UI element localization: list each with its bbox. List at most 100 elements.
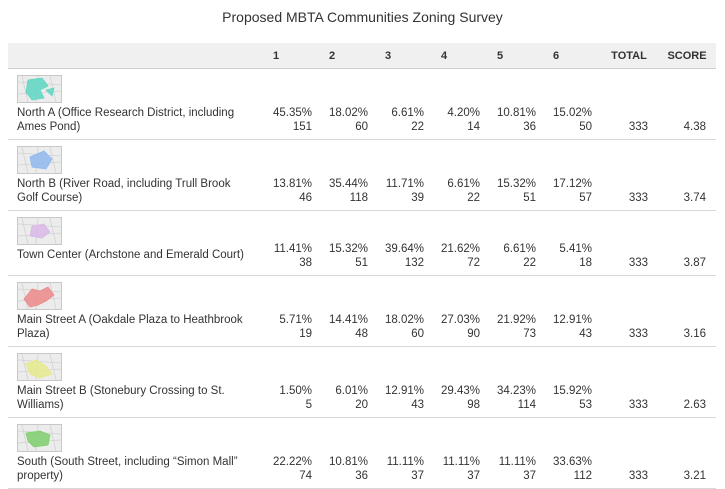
zone-shape [25, 359, 53, 379]
header-rank-6: 6 [544, 43, 600, 69]
zone-map-thumbnail [17, 146, 62, 174]
rank-count: 90 [467, 328, 480, 340]
zone-cell: North B (River Road, including Trull Bro… [8, 139, 264, 211]
zone-shape [25, 430, 51, 448]
rank-percent: 11.41% [273, 243, 312, 255]
score-cell: 4.38 [658, 68, 716, 140]
rank-2-cell: 15.32% 51 [320, 210, 376, 276]
rank-4-cell: 4.20% 14 [432, 68, 488, 140]
rank-count: 114 [517, 399, 536, 411]
rank-count: 43 [411, 399, 424, 411]
zone-cell: North A (Office Research District, inclu… [8, 68, 264, 140]
rank-3-cell: 11.71% 39 [376, 139, 432, 211]
total-cell: 333 [600, 275, 658, 347]
rank-3-cell: 18.02% 60 [376, 275, 432, 347]
rank-percent: 1.50% [279, 385, 312, 397]
rank-count: 53 [579, 399, 592, 411]
rank-3-cell: 6.61% 22 [376, 68, 432, 140]
rank-count: 50 [579, 121, 592, 133]
rank-6-cell: 15.92% 53 [544, 346, 600, 418]
rank-count: 39 [411, 192, 424, 204]
rank-percent: 21.62% [440, 243, 480, 255]
rank-count: 43 [579, 328, 592, 340]
rank-percent: 13.81% [272, 178, 312, 190]
rank-2-cell: 10.81% 36 [320, 417, 376, 489]
rank-count: 51 [355, 257, 368, 269]
rank-2-cell: 35.44% 118 [320, 139, 376, 211]
rank-percent: 18.02% [328, 107, 368, 119]
table-row: Main Street A (Oakdale Plaza to Heathbro… [8, 275, 716, 347]
rank-count: 18 [579, 257, 592, 269]
rank-1-cell: 22.22% 74 [264, 417, 320, 489]
rank-count: 46 [299, 192, 312, 204]
zone-name: North A (Office Research District, inclu… [17, 107, 235, 133]
rank-percent: 17.12% [552, 178, 592, 190]
rank-percent: 5.71% [279, 314, 312, 326]
header-row: 1 2 3 4 5 6 TOTAL SCORE [8, 43, 716, 69]
rank-6-cell: 12.91% 43 [544, 275, 600, 347]
rank-percent: 10.81% [328, 456, 368, 468]
score-cell: 3.74 [658, 139, 716, 211]
table-row: Town Center (Archstone and Emerald Court… [8, 210, 716, 276]
zone-name: Town Center (Archstone and Emerald Court… [17, 249, 244, 261]
rank-5-cell: 10.81% 36 [488, 68, 544, 140]
total-cell: 333 [600, 346, 658, 418]
rank-percent: 6.61% [503, 243, 536, 255]
rank-count: 36 [355, 470, 368, 482]
rank-6-cell: 15.02% 50 [544, 68, 600, 140]
rank-count: 118 [349, 192, 368, 204]
rank-count: 112 [573, 470, 592, 482]
rank-percent: 4.20% [447, 107, 480, 119]
rank-1-cell: 45.35% 151 [264, 68, 320, 140]
rank-percent: 11.71% [385, 178, 424, 190]
zone-map-thumbnail [17, 282, 62, 310]
survey-results-table: 1 2 3 4 5 6 TOTAL SCORE North A (Office … [8, 43, 716, 489]
rank-2-cell: 6.01% 20 [320, 346, 376, 418]
rank-percent: 10.81% [496, 107, 536, 119]
rank-4-cell: 6.61% 22 [432, 139, 488, 211]
rank-percent: 35.44% [328, 178, 368, 190]
rank-percent: 15.02% [552, 107, 592, 119]
rank-percent: 21.92% [496, 314, 536, 326]
total-cell: 333 [600, 417, 658, 489]
zone-map-thumbnail [17, 217, 62, 245]
rank-count: 74 [299, 470, 312, 482]
rank-percent: 15.32% [496, 178, 536, 190]
zone-name: South (South Street, including “Simon Ma… [17, 456, 238, 482]
rank-percent: 11.11% [498, 456, 536, 468]
header-rank-5: 5 [488, 43, 544, 69]
rank-5-cell: 11.11% 37 [488, 417, 544, 489]
header-score: SCORE [658, 43, 716, 69]
rank-percent: 6.61% [447, 178, 480, 190]
rank-percent: 45.35% [272, 107, 312, 119]
rank-5-cell: 34.23% 114 [488, 346, 544, 418]
rank-count: 73 [523, 328, 536, 340]
rank-percent: 12.91% [384, 385, 424, 397]
zone-shape [29, 150, 53, 170]
rank-percent: 29.43% [440, 385, 480, 397]
rank-5-cell: 21.92% 73 [488, 275, 544, 347]
rank-5-cell: 6.61% 22 [488, 210, 544, 276]
rank-1-cell: 11.41% 38 [264, 210, 320, 276]
rank-count: 51 [523, 192, 536, 204]
header-rank-1: 1 [264, 43, 320, 69]
rank-percent: 34.23% [496, 385, 536, 397]
score-cell: 3.21 [658, 417, 716, 489]
rank-percent: 22.22% [272, 456, 312, 468]
score-cell: 3.87 [658, 210, 716, 276]
rank-count: 60 [355, 121, 368, 133]
header-zone [8, 43, 264, 69]
rank-4-cell: 27.03% 90 [432, 275, 488, 347]
zone-map-thumbnail [17, 353, 62, 381]
rank-2-cell: 18.02% 60 [320, 68, 376, 140]
rank-percent: 6.01% [335, 385, 368, 397]
score-cell: 2.63 [658, 346, 716, 418]
rank-count: 132 [404, 257, 424, 269]
rank-count: 22 [467, 192, 480, 204]
rank-5-cell: 15.32% 51 [488, 139, 544, 211]
zone-shape [23, 286, 55, 308]
table-row: South (South Street, including “Simon Ma… [8, 417, 716, 489]
rank-count: 36 [523, 121, 536, 133]
header-rank-4: 4 [432, 43, 488, 69]
zone-cell: Main Street A (Oakdale Plaza to Heathbro… [8, 275, 264, 347]
